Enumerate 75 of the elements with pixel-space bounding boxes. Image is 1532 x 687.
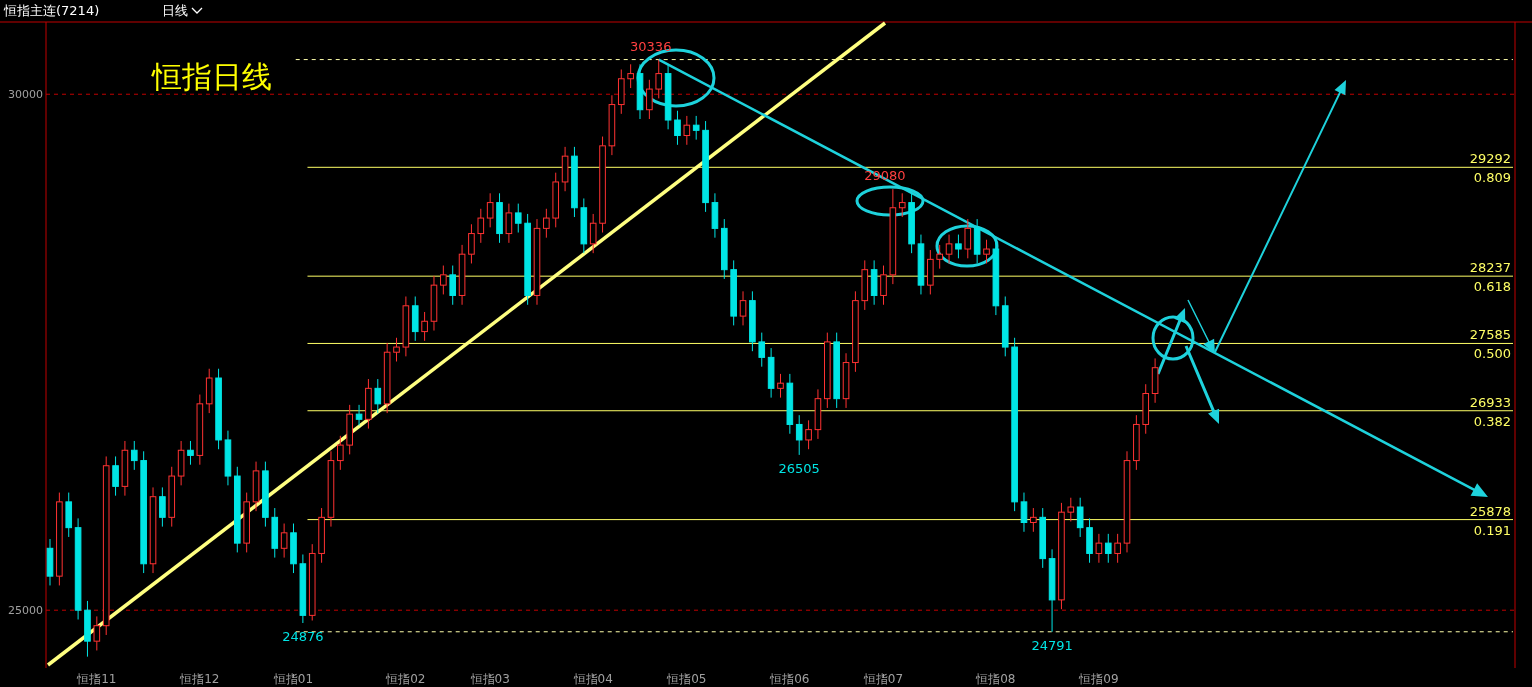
candlestick (505, 203, 513, 244)
text: 日线 (162, 3, 188, 18)
ref-line-label: 27585 (1469, 327, 1511, 343)
x-tick-label: 恒指03 (469, 672, 510, 686)
candlestick (543, 208, 550, 239)
x-tick-label: 恒指01 (272, 672, 314, 686)
annotation: 0.618 (1473, 279, 1511, 295)
candlestick (355, 404, 363, 426)
candlestick (955, 234, 962, 259)
x-tick-label: 恒指05 (666, 672, 707, 686)
x-tick-label: 恒指12 (179, 672, 220, 686)
candlestick (674, 110, 681, 146)
candlestick (130, 440, 138, 471)
x-tick-label: 恒指09 (1078, 672, 1119, 686)
candlestick (983, 239, 990, 264)
candlestick (1020, 492, 1028, 533)
candlestick (93, 615, 101, 651)
candlestick (1104, 533, 1112, 564)
x-tick-label: 恒指07 (862, 672, 904, 686)
candlestick (440, 265, 447, 295)
ref-line-label: 28237 (1469, 260, 1511, 276)
candlestick (112, 455, 119, 497)
text: 30336 (630, 38, 672, 54)
candlestick (477, 208, 485, 244)
x-tick-label: 恒指11 (76, 672, 117, 686)
candlestick (739, 290, 747, 326)
annotation: 0.382 (1473, 413, 1511, 429)
candlestick (589, 213, 597, 254)
candlestick (187, 440, 194, 466)
candlestick (964, 218, 972, 259)
candlestick (159, 486, 166, 528)
candlestick (646, 79, 653, 120)
ref-line-label: 26933 (1469, 394, 1511, 410)
candlestick (898, 192, 906, 218)
text: 24876 (282, 629, 324, 645)
candlestick (777, 373, 784, 399)
x-tick-label: 恒指08 (975, 672, 1016, 686)
candlestick (1067, 497, 1075, 522)
candlestick (1076, 497, 1084, 538)
candlestick (337, 435, 344, 471)
x-tick-label: 恒指04 (572, 672, 613, 686)
annotation: 0.500 (1473, 346, 1511, 362)
chart-subtitle: 恒指主连(7214) (3, 3, 100, 18)
text: 恒指日线 (150, 59, 272, 94)
candlestick (421, 311, 428, 342)
candlestick (374, 378, 382, 414)
y-tick-label: 30000 (8, 88, 43, 102)
text: 24791 (1031, 637, 1073, 653)
annotation: 0.191 (1473, 522, 1511, 538)
candlestick (393, 337, 400, 363)
candlestick (692, 115, 700, 141)
candlestick (1114, 533, 1121, 564)
x-tick-label: 恒指02 (385, 672, 426, 686)
candlestick (1095, 533, 1103, 564)
annotation: 0.809 (1473, 170, 1511, 186)
candlestick (655, 59, 663, 99)
candlestick (280, 523, 288, 559)
candlestick (795, 414, 803, 456)
ref-line-label: 29292 (1469, 151, 1511, 167)
candlestick (514, 203, 522, 234)
candlestick (486, 192, 494, 228)
candlestick (449, 265, 457, 306)
y-tick-label: 25000 (8, 604, 43, 618)
candlestick (683, 115, 691, 146)
ref-line-label: 25878 (1469, 503, 1511, 519)
candlestick (1030, 507, 1037, 533)
candlestick (468, 223, 475, 264)
candlestick (758, 332, 766, 368)
x-tick-label: 恒指06 (769, 672, 810, 686)
candlestick (945, 234, 953, 264)
candlestick (936, 244, 944, 270)
text: 26505 (778, 460, 820, 476)
candlestick (880, 265, 887, 306)
candlestick (627, 63, 634, 89)
candlestick (805, 419, 812, 450)
